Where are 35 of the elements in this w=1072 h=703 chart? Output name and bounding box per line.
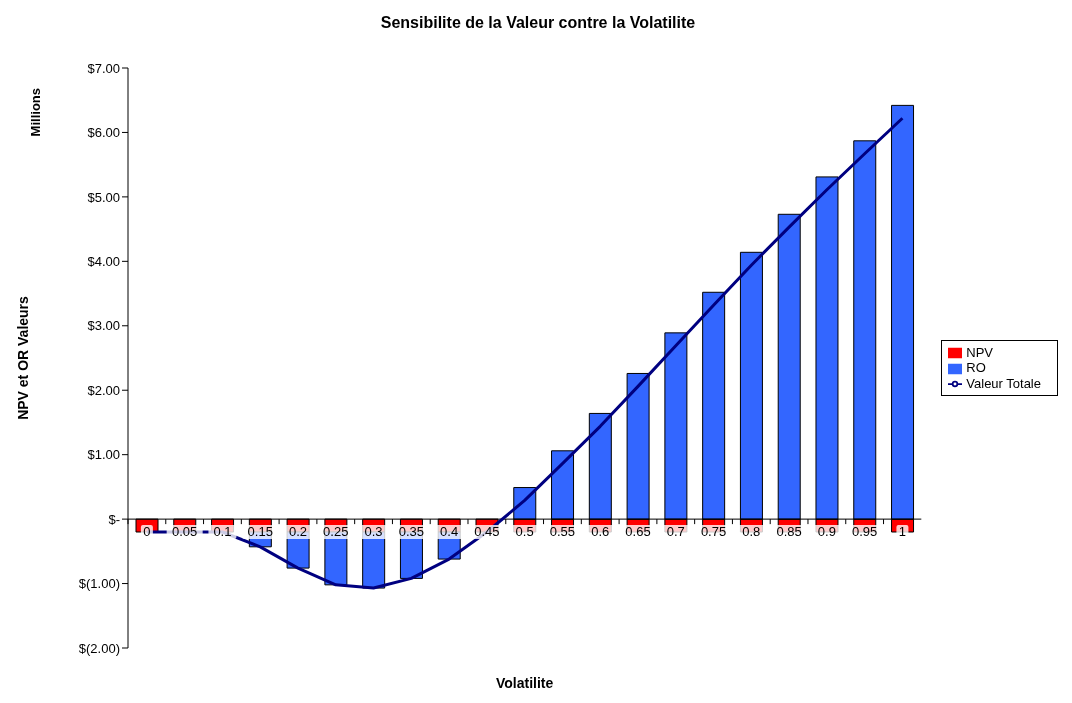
y-tick-label: $(1.00) xyxy=(78,576,120,592)
x-axis-title: Volatilite xyxy=(496,675,554,691)
y-tick-label: $1.00 xyxy=(87,447,120,463)
x-tick-label: 0.65 xyxy=(625,524,651,540)
x-tick-label: 0.6 xyxy=(591,524,610,540)
x-tick-label: 0.55 xyxy=(549,524,576,540)
y-tick-label: $4.00 xyxy=(87,253,120,269)
text: Millions xyxy=(28,88,43,137)
legend-label: Valeur Totale xyxy=(966,375,1041,391)
x-tick-label: 0.85 xyxy=(776,524,802,540)
legend-label: NPV xyxy=(966,344,994,360)
x-tick-label: 0.9 xyxy=(817,524,836,540)
x-tick-label: 0.35 xyxy=(398,524,424,540)
y-tick-label: $2.00 xyxy=(87,382,120,398)
y-axis-title: NPV et OR Valeurs xyxy=(14,295,31,420)
y-tick-label: $(2.00) xyxy=(78,640,120,656)
x-tick-label: 0.4 xyxy=(440,524,459,540)
x-tick-label: 0 xyxy=(143,524,151,540)
x-tick-label: 0.25 xyxy=(323,524,349,540)
y-tick-label: $3.00 xyxy=(87,318,120,334)
x-tick-label: 0.15 xyxy=(247,524,273,540)
y-tick-label: $- xyxy=(108,511,120,527)
y-tick-label: $6.00 xyxy=(87,125,120,141)
x-tick-label: 0.5 xyxy=(515,524,534,540)
legend-label: RO xyxy=(966,360,986,376)
x-tick-label: 0.7 xyxy=(666,524,685,540)
x-tick-label: 0.2 xyxy=(288,524,308,540)
y-tick-label: $7.00 xyxy=(87,60,120,76)
x-tick-label: 0.95 xyxy=(851,524,878,540)
y-tick-label: $5.00 xyxy=(87,189,120,205)
chart-title: Sensibilite de la Valeur contre la Volatilite xyxy=(379,13,697,33)
x-tick-label: 0.8 xyxy=(742,524,761,540)
x-tick-label: 1 xyxy=(898,524,907,540)
x-tick-label: 0.3 xyxy=(364,524,383,540)
x-tick-label: 0.75 xyxy=(700,524,727,540)
